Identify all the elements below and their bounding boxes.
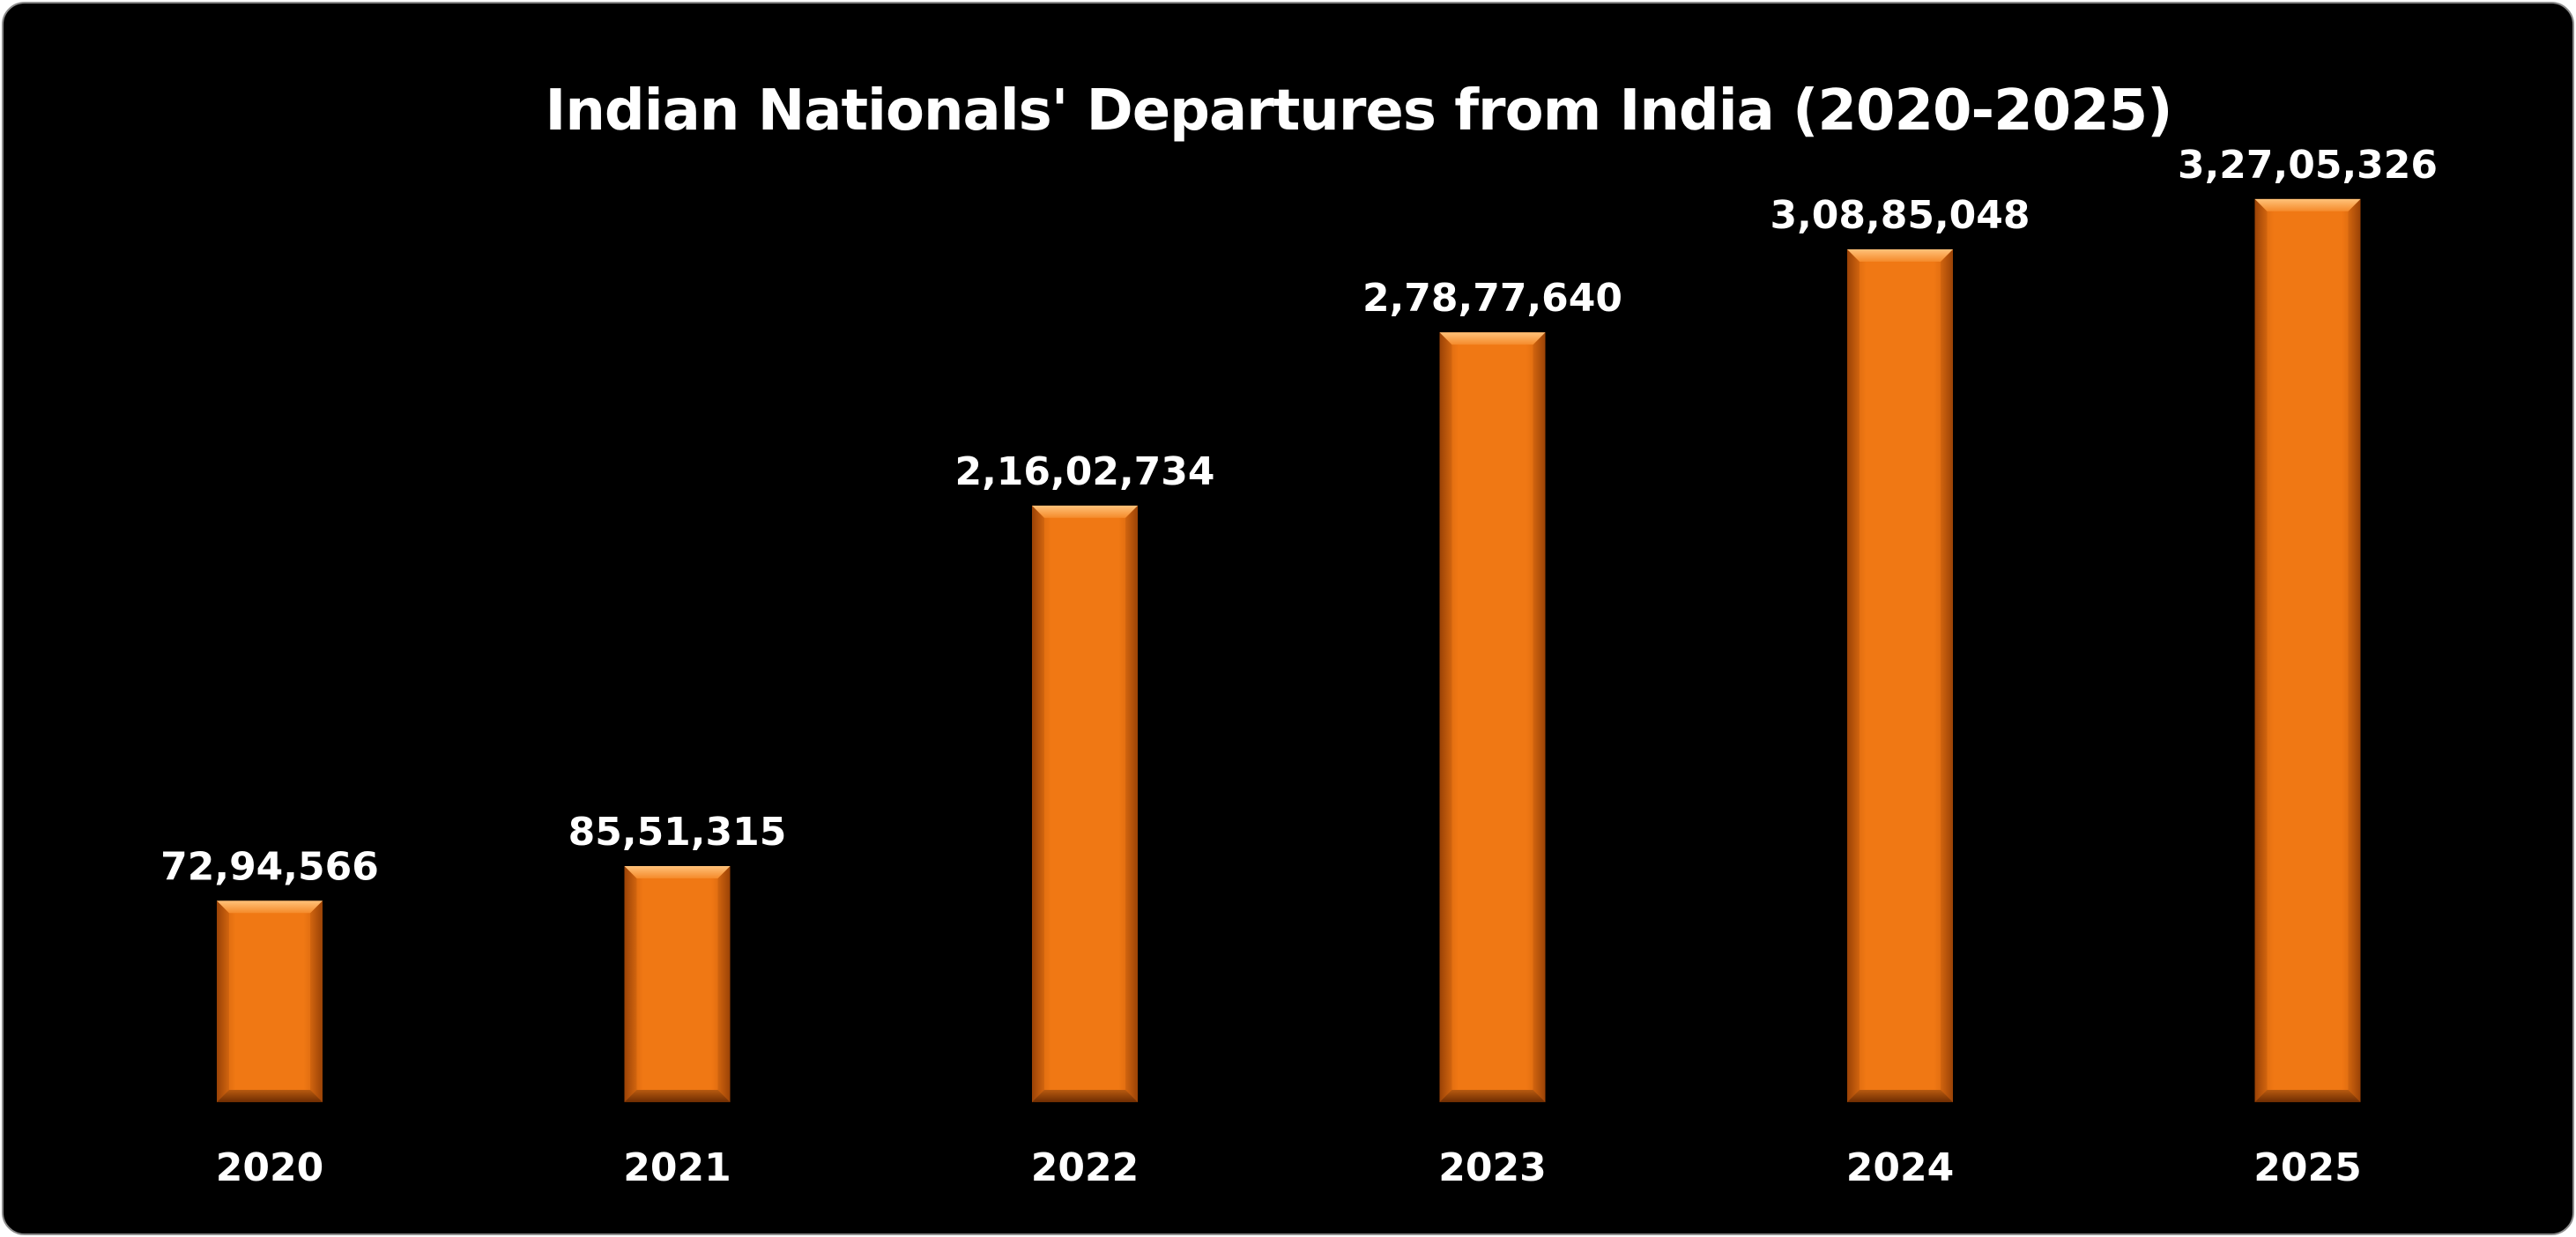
data-labels-group: 72,94,566 85,51,315 2,16,02,734 2,78,77,640… bbox=[160, 143, 2438, 889]
chart-title: Indian Nationals' Departures from India … bbox=[545, 78, 2173, 144]
bar-bottom-bevel bbox=[1439, 1090, 1546, 1102]
bar-top-bevel bbox=[217, 900, 323, 914]
bars-group bbox=[217, 198, 2361, 1103]
bar-top-bevel bbox=[1847, 248, 1953, 262]
bar-2023 bbox=[1439, 332, 1546, 1102]
bar-2024 bbox=[1847, 248, 1953, 1102]
bar-top-bevel bbox=[1439, 332, 1546, 345]
bar-chart-plot: 72,94,566 85,51,315 2,16,02,734 2,78,77,640… bbox=[160, 143, 2438, 1190]
bar-2025 bbox=[2254, 198, 2361, 1103]
x-tick-2022: 2022 bbox=[1031, 1145, 1139, 1190]
x-tick-2025: 2025 bbox=[2253, 1145, 2361, 1190]
bar-bottom-bevel bbox=[2254, 1090, 2361, 1102]
bar-face bbox=[1044, 517, 1125, 1090]
bar-top-bevel bbox=[624, 865, 731, 878]
x-tick-2024: 2024 bbox=[1846, 1145, 1954, 1190]
bar-top-bevel bbox=[2254, 198, 2361, 211]
bar-bottom-bevel bbox=[624, 1090, 731, 1102]
bar-bottom-bevel bbox=[1847, 1090, 1953, 1102]
bar-2020 bbox=[217, 900, 323, 1102]
bar-2022 bbox=[1032, 505, 1138, 1102]
data-label-2023: 2,78,77,640 bbox=[1362, 276, 1622, 321]
bar-bottom-bevel bbox=[217, 1090, 323, 1102]
bar-face bbox=[229, 913, 310, 1090]
x-tick-2020: 2020 bbox=[216, 1145, 323, 1190]
data-label-2021: 85,51,315 bbox=[568, 810, 787, 855]
bar-face bbox=[636, 878, 718, 1090]
bar-bottom-bevel bbox=[1032, 1090, 1138, 1102]
data-label-2024: 3,08,85,048 bbox=[1770, 193, 2030, 238]
data-label-2025: 3,27,05,326 bbox=[2178, 143, 2438, 188]
x-axis-ticks-group: 2020 2021 2022 2023 2024 2025 bbox=[216, 1145, 2362, 1190]
bar-face bbox=[2267, 211, 2349, 1091]
data-label-2022: 2,16,02,734 bbox=[954, 449, 1214, 494]
bar-face bbox=[1451, 344, 1533, 1090]
data-label-2020: 72,94,566 bbox=[160, 844, 379, 889]
bar-2021 bbox=[624, 865, 731, 1102]
bar-face bbox=[1860, 261, 1941, 1090]
x-tick-2023: 2023 bbox=[1438, 1145, 1546, 1190]
bar-top-bevel bbox=[1032, 505, 1138, 518]
x-tick-2021: 2021 bbox=[623, 1145, 731, 1190]
